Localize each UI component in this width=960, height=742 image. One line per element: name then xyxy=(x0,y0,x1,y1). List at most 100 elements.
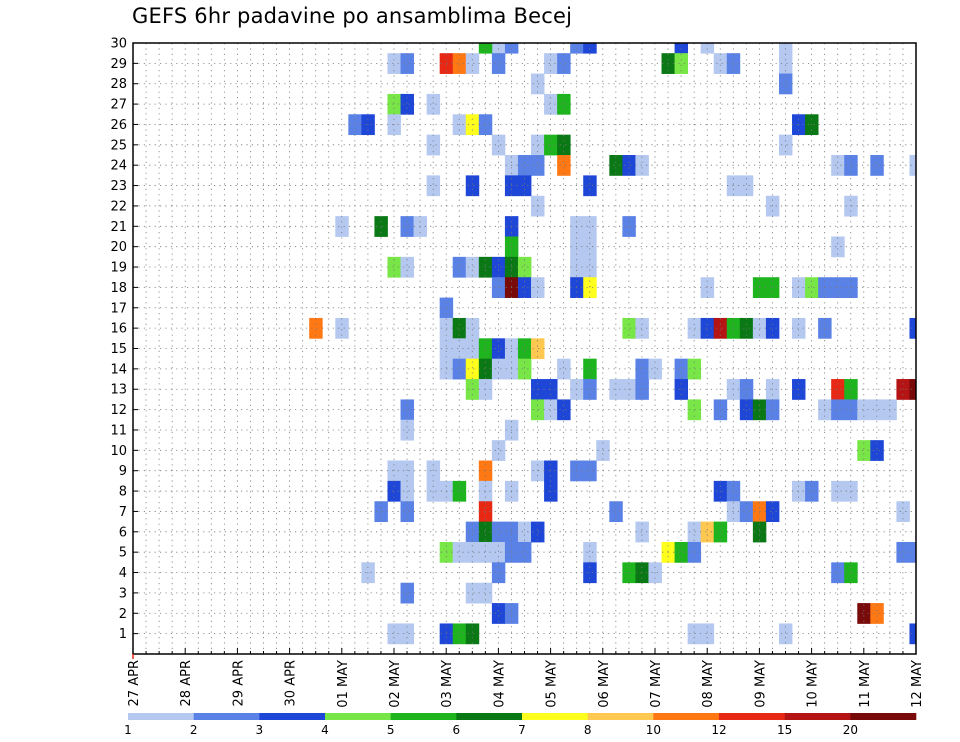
heatmap-cell xyxy=(491,541,506,563)
heatmap-cell xyxy=(400,460,414,482)
heatmap-cell xyxy=(491,53,506,74)
heatmap-cell xyxy=(792,277,806,298)
heatmap-cell xyxy=(491,256,506,278)
colorbar-swatch xyxy=(719,713,785,720)
colorbar-swatch xyxy=(128,713,194,720)
heatmap-cell xyxy=(309,317,323,339)
colorbar-swatch xyxy=(653,713,720,720)
heatmap-cell xyxy=(426,134,441,156)
y-tick-label: 20 xyxy=(110,240,127,255)
heatmap-cell xyxy=(426,460,441,482)
colorbar-label: 10 xyxy=(646,723,661,737)
heatmap-cell xyxy=(778,73,793,95)
heatmap-cell xyxy=(870,399,884,421)
heatmap-cell xyxy=(635,521,649,543)
x-tick-label: 05 MAY xyxy=(545,660,560,708)
heatmap-cell xyxy=(792,317,806,339)
y-tick-label: 14 xyxy=(110,362,127,377)
heatmap-cell xyxy=(400,582,414,604)
colorbar-label: 12 xyxy=(711,723,726,737)
heatmap-cell xyxy=(687,399,702,421)
heatmap-cell xyxy=(831,236,845,258)
heatmap-cell xyxy=(478,521,493,543)
colorbar-swatch xyxy=(456,713,523,720)
heatmap-cell xyxy=(583,460,597,482)
heatmap-cell xyxy=(557,53,571,74)
x-tick-label: 07 MAY xyxy=(649,660,664,708)
y-tick-label: 10 xyxy=(110,444,127,459)
heatmap-cell xyxy=(765,399,780,421)
heatmap-cell xyxy=(374,501,388,523)
y-tick-label: 5 xyxy=(119,546,127,561)
heatmap-cell xyxy=(478,541,493,563)
heatmap-cell xyxy=(778,134,793,156)
heatmap-cell xyxy=(583,175,597,197)
y-tick-label: 26 xyxy=(110,118,127,133)
heatmap-cell xyxy=(778,43,793,54)
colorbar-swatch xyxy=(522,713,588,720)
heatmap-cell xyxy=(491,521,506,543)
heatmap-cell xyxy=(831,155,845,176)
y-tick-label: 9 xyxy=(119,464,127,479)
colorbar: 1 2 3 4 5 6 7 8 10 12 15 20 xyxy=(124,713,917,737)
heatmap-cell xyxy=(544,399,558,421)
x-tick-label: 12 MAY xyxy=(910,660,925,708)
heatmap-cell xyxy=(870,440,884,461)
heatmap-cell xyxy=(400,256,414,278)
heatmap-cell xyxy=(896,541,910,563)
x-tick-label: 03 MAY xyxy=(440,660,455,708)
heatmap-cell xyxy=(857,440,871,461)
heatmap-cell xyxy=(896,501,910,523)
heatmap-cell xyxy=(544,460,558,482)
heatmap-cell xyxy=(857,399,871,421)
heatmap-cell xyxy=(465,623,480,645)
heatmap-cell xyxy=(400,501,414,523)
y-tick-label: 6 xyxy=(119,525,127,540)
heatmap-cell xyxy=(687,521,702,543)
heatmap-cell xyxy=(635,317,649,339)
heatmap-cell xyxy=(909,155,917,176)
heatmap-cell xyxy=(609,155,623,176)
heatmap-cell xyxy=(478,43,493,54)
heatmap-cell xyxy=(517,521,532,543)
colorbar-label: 3 xyxy=(256,723,264,737)
heatmap-cell xyxy=(531,521,545,543)
heatmap-cell xyxy=(857,603,871,624)
heatmap-cell xyxy=(491,358,506,380)
colorbar-swatch xyxy=(784,713,851,720)
heatmap-cell xyxy=(531,277,545,298)
x-tick-label: 02 MAY xyxy=(388,660,403,708)
y-tick-label: 24 xyxy=(110,159,127,174)
heatmap-cell xyxy=(713,53,728,74)
heatmap-cell xyxy=(491,134,506,156)
heatmap-cell xyxy=(583,236,597,258)
heatmap-cell xyxy=(491,603,506,624)
x-tick-label: 09 MAY xyxy=(753,660,768,708)
y-axis-tick-labels: 1234567891011121314151617181920212223242… xyxy=(110,37,127,643)
heatmap-cell xyxy=(700,277,715,298)
heatmap-cell xyxy=(335,216,349,237)
heatmap-cell xyxy=(700,317,715,339)
heatmap-cell xyxy=(400,623,414,645)
heatmap-cell xyxy=(557,155,571,176)
x-tick-label: 27 APR xyxy=(127,660,142,706)
heatmap-cell xyxy=(452,338,467,360)
heatmap-cell xyxy=(557,399,571,421)
y-tick-label: 1 xyxy=(119,627,127,642)
heatmap-cell xyxy=(544,134,558,156)
heatmap-cell xyxy=(426,175,441,197)
heatmap-cell xyxy=(778,53,793,74)
heatmap-cell xyxy=(687,358,702,380)
heatmap-cell xyxy=(674,358,689,380)
y-tick-label: 7 xyxy=(119,505,127,520)
heatmap-cell xyxy=(844,277,858,298)
heatmap-cell xyxy=(387,623,401,645)
heatmap-cell xyxy=(478,256,493,278)
heatmap-cell xyxy=(517,256,532,278)
y-tick-label: 27 xyxy=(110,98,127,113)
axis-ticks xyxy=(132,42,917,659)
heatmap-cell xyxy=(374,216,388,237)
heatmap-cell xyxy=(583,277,597,298)
heatmap-cell xyxy=(909,317,917,339)
